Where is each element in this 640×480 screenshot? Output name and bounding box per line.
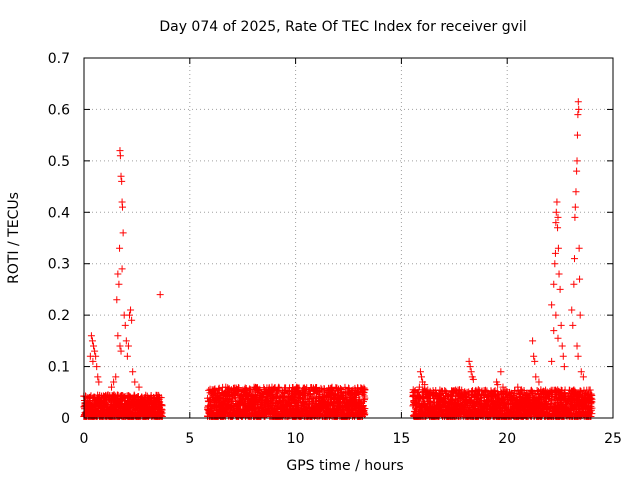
y-axis-label: ROTI / TECUs [6,192,22,284]
x-tick-label: 5 [185,431,194,447]
chart-title: Day 074 of 2025, Rate Of TEC Index for r… [159,19,526,35]
y-tick-label: 0.5 [48,154,70,170]
x-tick-label: 25 [604,431,622,447]
data-point [157,394,165,402]
data-point [215,385,223,393]
y-tick-label: 0.4 [48,205,70,221]
grid-layer [84,58,613,418]
x-tick-label: 15 [392,431,410,447]
y-tick-label: 0.1 [48,360,70,376]
y-tick-label: 0.2 [48,308,70,324]
data-point [158,412,166,420]
y-tick-label: 0 [61,411,70,427]
y-tick-label: 0.3 [48,257,70,273]
data-point [158,402,166,410]
y-tick-label: 0.7 [48,51,70,67]
x-tick-label: 20 [498,431,516,447]
x-tick-label: 10 [287,431,305,447]
x-tick-label: 0 [80,431,89,447]
y-tick-label: 0.6 [48,102,70,118]
x-axis-label: GPS time / hours [286,458,403,474]
